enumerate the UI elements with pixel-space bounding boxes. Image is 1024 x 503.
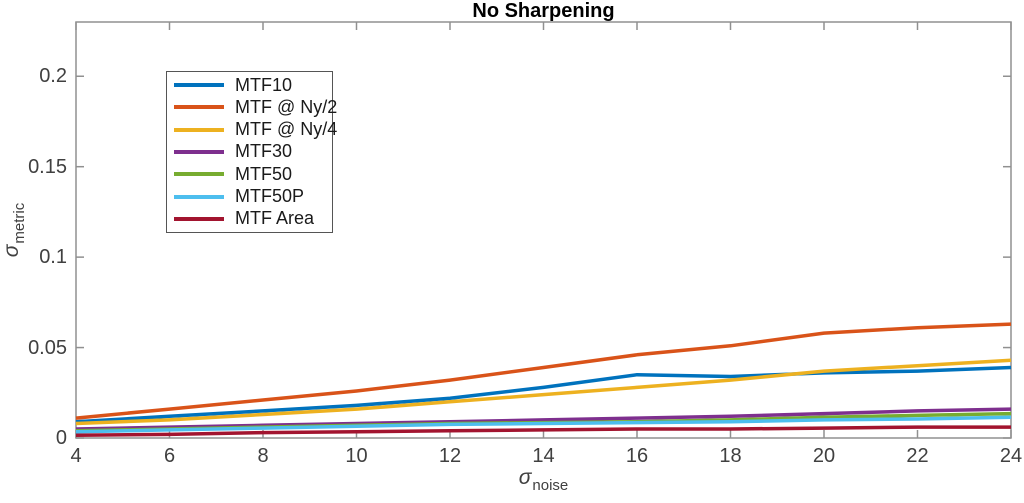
legend: MTF10 MTF @ Ny/2 MTF @ Ny/4 MTF30 MTF50 MTF50… bbox=[166, 71, 337, 233]
legend-label: MTF50 bbox=[235, 163, 293, 184]
legend-label: MTF @ Ny/4 bbox=[235, 119, 338, 140]
legend-item: MTF10 bbox=[167, 75, 332, 95]
legend-item: MTF30 bbox=[167, 141, 332, 162]
series-line-mtf50p bbox=[75, 415, 1012, 434]
x-tick-label: 12 bbox=[438, 445, 462, 467]
x-axis-label: σnoise bbox=[76, 466, 1011, 494]
x-axis-label-symbol: σ bbox=[518, 466, 532, 489]
series-line-mtf30 bbox=[75, 407, 1012, 431]
y-tick-label: 0.05 bbox=[28, 336, 67, 359]
y-tick-label: 0.15 bbox=[28, 155, 67, 178]
legend-item: MTF50P bbox=[167, 186, 332, 207]
legend-line-sample bbox=[174, 83, 224, 88]
legend-line-sample bbox=[174, 172, 224, 177]
x-tick-label: 22 bbox=[906, 445, 929, 467]
series-line-mtf-ny-4 bbox=[75, 358, 1012, 426]
x-tick-label: 8 bbox=[257, 445, 269, 467]
legend-line-sample bbox=[174, 194, 224, 199]
series-line-mtf-ny-2 bbox=[75, 322, 1012, 420]
legend-label: MTF10 bbox=[235, 74, 293, 95]
y-tick-label: 0 bbox=[55, 427, 67, 449]
legend-line-sample bbox=[174, 105, 224, 110]
legend-label: MTF Area bbox=[235, 208, 315, 229]
chart-title: No Sharpening bbox=[472, 0, 615, 22]
legend-line-sample bbox=[174, 127, 224, 132]
x-axis-label-subscript: noise bbox=[532, 477, 569, 494]
legend-label: MTF @ Ny/2 bbox=[235, 96, 338, 117]
x-tick-label: 24 bbox=[999, 445, 1023, 467]
legend-item: MTF Area bbox=[167, 208, 332, 229]
series-line-mtf-area bbox=[75, 425, 1011, 438]
y-tick-label: 0.1 bbox=[39, 246, 67, 269]
y-tick-label: 0.2 bbox=[39, 65, 67, 88]
legend-line-sample bbox=[174, 216, 224, 221]
legend-line-sample bbox=[174, 149, 224, 154]
y-axis-label-symbol: σ bbox=[0, 244, 23, 258]
legend-item: MTF @ Ny/2 bbox=[167, 97, 337, 117]
legend-item: MTF50 bbox=[167, 164, 332, 184]
x-tick-label: 4 bbox=[70, 445, 82, 467]
x-tick-label: 14 bbox=[532, 445, 555, 467]
x-tick-label: 18 bbox=[719, 445, 742, 467]
x-tick-label: 10 bbox=[345, 445, 368, 467]
legend-item: MTF @ Ny/4 bbox=[167, 119, 337, 140]
y-axis-label: σmetric bbox=[0, 160, 28, 300]
x-tick-label: 20 bbox=[812, 445, 836, 467]
series-line-mtf10 bbox=[75, 365, 1012, 424]
x-tick-label: 6 bbox=[163, 445, 176, 467]
y-axis-label-subscript: metric bbox=[11, 202, 28, 244]
legend-label: MTF50P bbox=[235, 186, 305, 207]
x-tick-label: 16 bbox=[625, 445, 649, 467]
legend-label: MTF30 bbox=[235, 141, 293, 162]
